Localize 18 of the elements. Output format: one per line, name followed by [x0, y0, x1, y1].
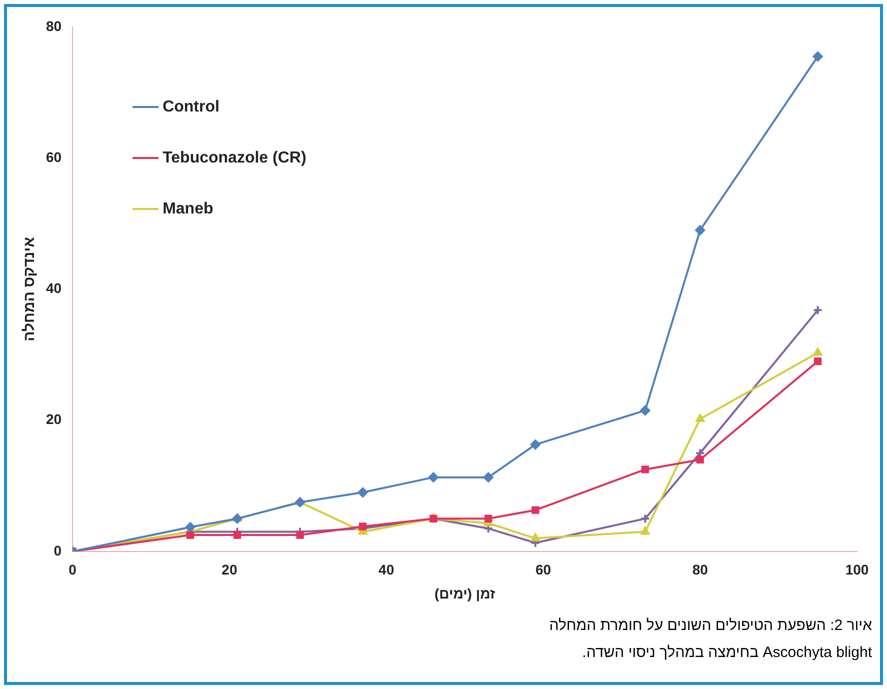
x-tick-label: 0: [68, 562, 77, 578]
text: Ascochyta blight בחימצה במהלך ניסוי השדה.: [581, 644, 872, 661]
x-tick-label: 100: [845, 562, 869, 578]
x-axis-title: זמן (ימים): [434, 585, 496, 602]
y-tick-label: 40: [46, 280, 62, 296]
legend-label: Control: [162, 98, 220, 116]
y-tick-label: 0: [54, 542, 62, 558]
y-tick-label: 60: [46, 148, 62, 165]
y-tick-label: 20: [46, 411, 62, 428]
legend-label: Maneb: [162, 200, 214, 218]
y-tick-label: 80: [46, 18, 62, 34]
x-tick-label: 60: [535, 562, 552, 578]
x-tick-label: 40: [378, 562, 394, 578]
legend-label: Tebuconazole (CR): [162, 149, 306, 166]
x-tick-label: 20: [222, 562, 238, 578]
y-axis-title: אינדקס המחלה: [21, 237, 38, 342]
x-tick-label: 80: [692, 562, 708, 578]
text: איור 2: השפעת הטיפולים השונים על חומרת המחלה: [548, 617, 872, 634]
